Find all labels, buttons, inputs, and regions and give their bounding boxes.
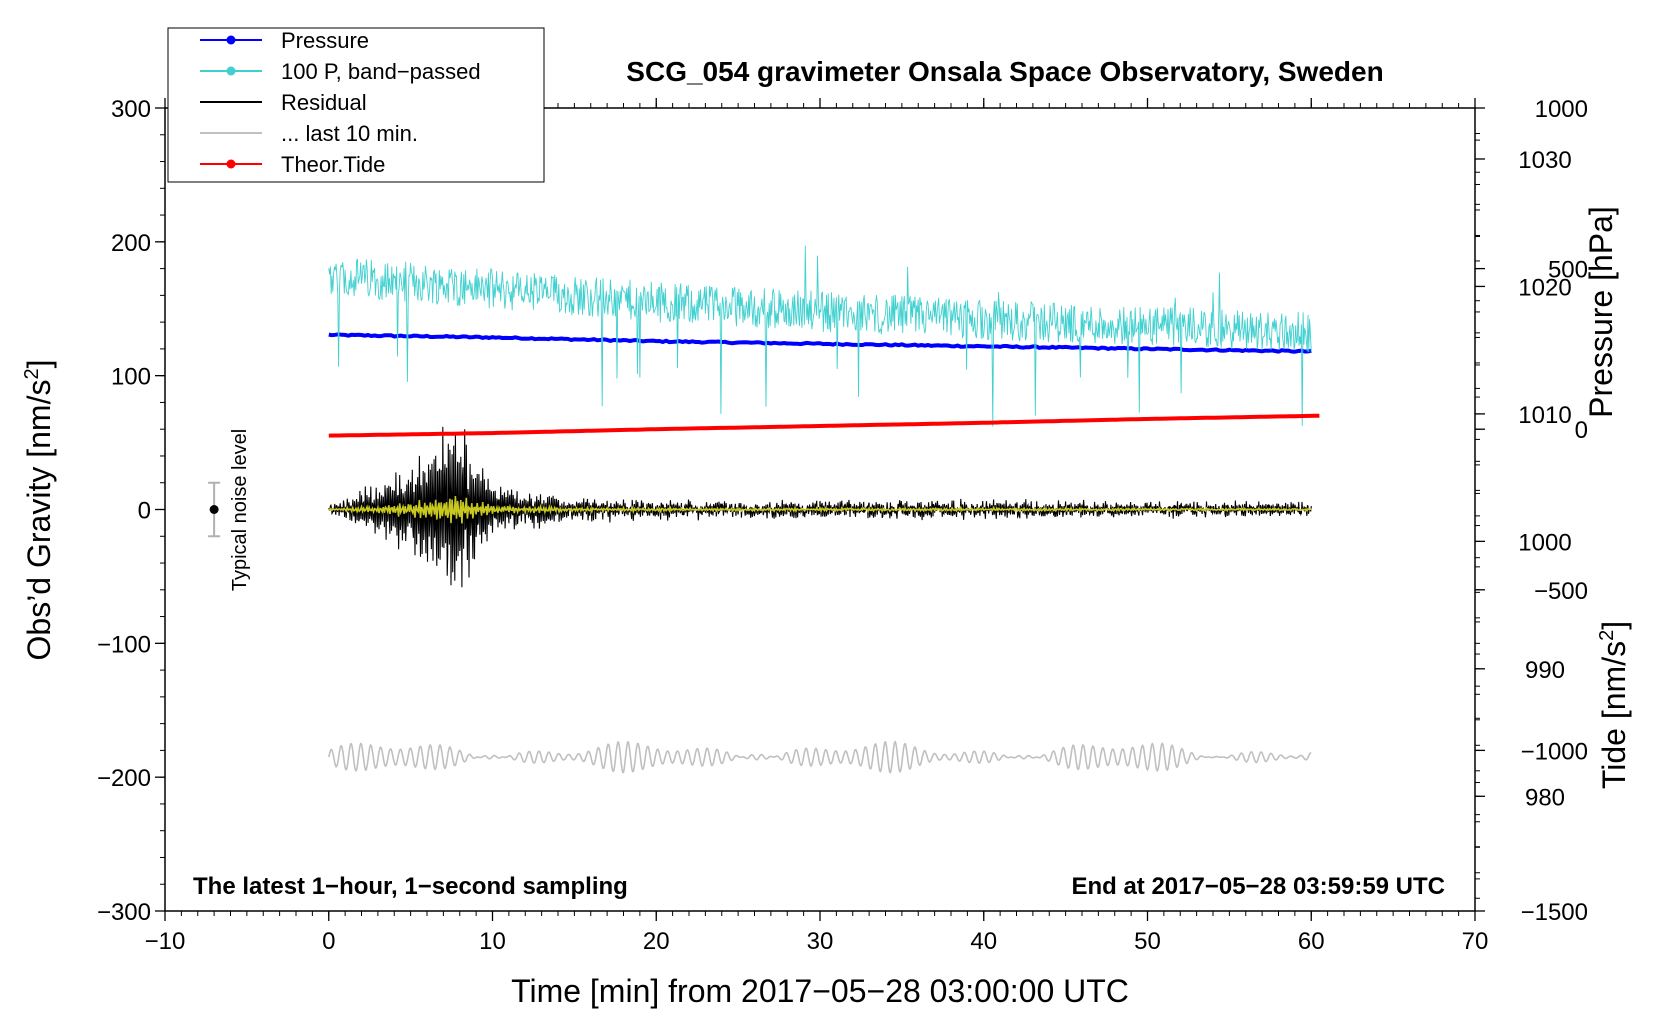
tide-tick-label: −1500: [1521, 899, 1588, 926]
y-left-tick-label: 300: [111, 96, 151, 123]
legend-label: ... last 10 min.: [281, 121, 418, 146]
legend-marker: [226, 35, 236, 45]
legend-label: Pressure: [281, 28, 369, 53]
pressure-tick-label: 1010: [1518, 402, 1571, 429]
tide-tick-label: 0: [1575, 417, 1588, 444]
ticks-layer: −10 0 10 20 30 40 50 60 703002001000−100−200−300…: [97, 96, 1588, 955]
y-left-tick-label: 0: [138, 498, 151, 525]
x-tick-label: 30: [807, 928, 834, 955]
y-axis-title-left-main: Obs’d Gravity [nm/s: [21, 380, 57, 661]
pressure-tick-label: 980: [1525, 784, 1565, 811]
series-line-4: [328, 413, 1320, 438]
annotation-sampling: The latest 1−hour, 1−second sampling: [193, 873, 628, 900]
legend-box: [167, 27, 545, 183]
tide-tick-label: −500: [1534, 578, 1588, 605]
legend-label: Theor.Tide: [281, 152, 385, 177]
series-line-3: [328, 740, 1312, 774]
series-line-0: [328, 332, 1312, 354]
x-tick-label: −10: [145, 928, 186, 955]
noise-level-dot: [209, 505, 219, 514]
tide-axis-title-main: Tide [nm/s: [1596, 641, 1632, 789]
series-residual-smoothed-line: [328, 495, 1312, 524]
pressure-axis-title: Pressure [hPa]: [1583, 206, 1619, 418]
pressure-tick-label: 1030: [1518, 147, 1571, 174]
legend-label: 100 P, band−passed: [281, 59, 481, 84]
chart-title: SCG_054 gravimeter Onsala Space Observat…: [626, 56, 1383, 87]
y-left-tick-label: 200: [111, 230, 151, 257]
x-axis-title: Time [min] from 2017−05−28 03:00:00 UTC: [511, 973, 1129, 1009]
y-axis-title-left-close: ]: [21, 360, 57, 369]
x-tick-label: 70: [1462, 928, 1489, 955]
legend-marker: [226, 66, 236, 76]
noise-level-indicator: Typical noise level: [208, 429, 251, 591]
y-left-tick-label: −300: [97, 899, 151, 926]
pressure-tick-label: 1000: [1518, 529, 1571, 556]
tide-tick-label: 500: [1548, 257, 1588, 284]
annotation-end-time: End at 2017−05−28 03:59:59 UTC: [1071, 873, 1445, 900]
x-tick-label: 0: [322, 928, 335, 955]
legend-marker: [226, 159, 236, 169]
series-layer: [328, 245, 1320, 774]
tide-axis-title-sup: 2: [1596, 630, 1618, 641]
x-tick-label: 50: [1134, 928, 1161, 955]
y-left-tick-label: −200: [97, 765, 151, 792]
y-axis-title-left: Obs’d Gravity [nm/s2]: [21, 360, 57, 661]
x-tick-label: 10: [479, 928, 506, 955]
pressure-tick-label: 990: [1525, 657, 1565, 684]
x-tick-label: 60: [1298, 928, 1325, 955]
y-axis-title-left-sup: 2: [21, 368, 43, 379]
tide-tick-label: 1000: [1535, 96, 1588, 123]
x-tick-label: 20: [643, 928, 670, 955]
tide-axis-title-close: ]: [1596, 621, 1632, 630]
y-left-tick-label: 100: [111, 364, 151, 391]
x-tick-label: 40: [970, 928, 997, 955]
tide-tick-label: −1000: [1521, 738, 1588, 765]
series-line-1: [328, 245, 1312, 427]
y-left-tick-label: −100: [97, 631, 151, 658]
noise-level-label: Typical noise level: [229, 429, 251, 591]
legend: Pressure 100 P, band−passed Residual ... la…: [167, 27, 545, 183]
legend-label: Residual: [281, 90, 367, 115]
tide-axis-title: Tide [nm/s2]: [1596, 621, 1632, 789]
pressure-tick-label: 1020: [1518, 274, 1571, 301]
